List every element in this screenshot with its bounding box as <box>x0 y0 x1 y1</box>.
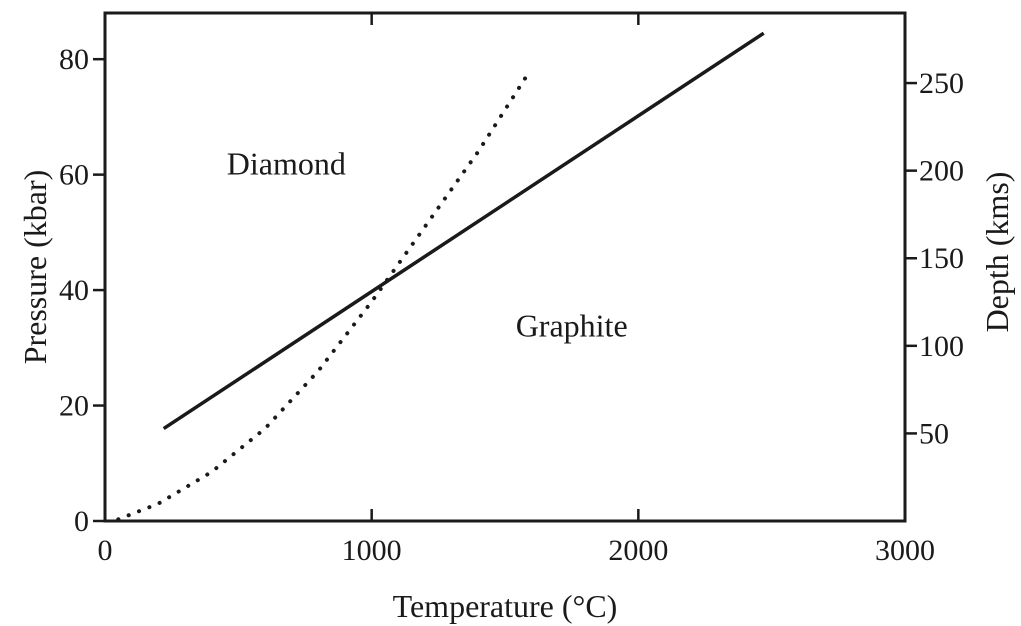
y2-tick-label: 100 <box>919 330 964 363</box>
y-axis-ticks: 0 20 40 60 80 <box>59 43 105 538</box>
y2-tick-label: 200 <box>919 155 964 188</box>
y-tick-label: 80 <box>59 43 89 76</box>
region-label-diamond: Diamond <box>227 146 346 182</box>
y2-axis-label: Depth (kms) <box>979 172 1015 333</box>
y-tick-label: 60 <box>59 159 89 192</box>
y-axis-label: Pressure (kbar) <box>17 170 53 365</box>
x-tick-label: 1000 <box>342 534 402 567</box>
solid-line <box>162 31 765 431</box>
x-tick-label: 2000 <box>608 534 668 567</box>
y-tick-label: 40 <box>59 274 89 307</box>
x-axis-ticks: 0 1000 2000 3000 <box>98 13 935 567</box>
region-label-graphite: Graphite <box>516 307 628 343</box>
x-axis-label: Temperature (°C) <box>393 588 618 624</box>
y2-tick-label: 250 <box>919 67 964 100</box>
x-tick-label: 3000 <box>875 534 935 567</box>
y-tick-label: 20 <box>59 390 89 423</box>
plot-frame <box>103 11 907 523</box>
x-tick-label: 0 <box>98 534 113 567</box>
dotted-curve <box>116 74 529 522</box>
series-layer <box>116 31 765 522</box>
y2-tick-label: 50 <box>919 417 949 450</box>
y2-axis-ticks: 50 100 150 200 250 <box>905 67 964 450</box>
y-tick-label: 0 <box>74 505 89 538</box>
y2-tick-label: 150 <box>919 242 964 275</box>
annotation-layer: Diamond Graphite <box>227 146 628 344</box>
